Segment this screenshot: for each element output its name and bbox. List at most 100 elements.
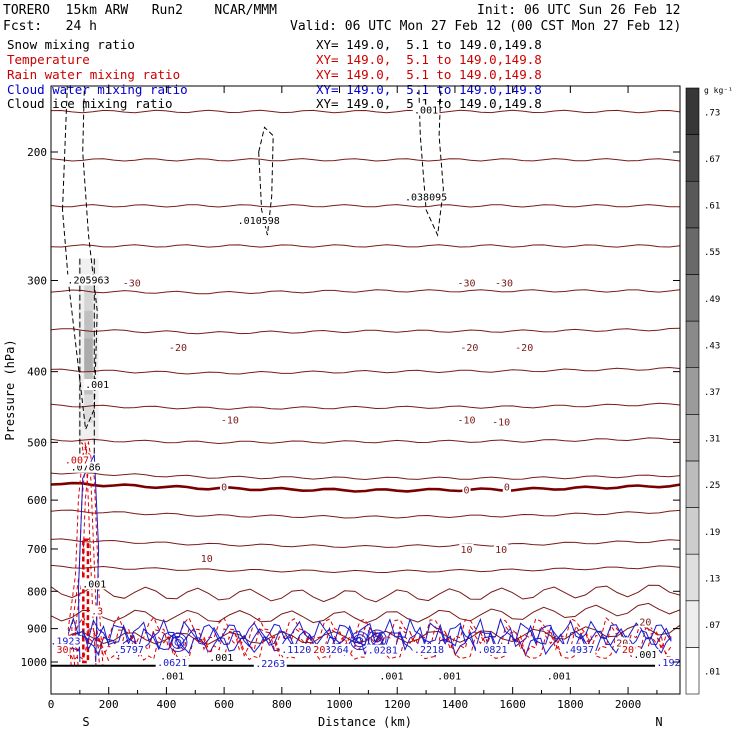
- temperature-contour: [51, 402, 680, 410]
- cloud-water-ring: [356, 637, 364, 645]
- colorbar-segment: [685, 180, 700, 229]
- extremum-label: .001: [209, 653, 233, 664]
- temperature-contour-label: -30: [123, 279, 141, 290]
- temperature-contour: [51, 204, 680, 208]
- cloud-water-ring: [168, 632, 188, 652]
- init-time: Init: 06 UTC Sun 26 Feb 12: [477, 3, 681, 18]
- colorbar-unit: g kg⁻¹: [704, 86, 733, 95]
- temperature-contour: [51, 437, 680, 445]
- extremum-label: .001: [82, 579, 106, 590]
- cloud-water-ring: [373, 635, 381, 643]
- temperature-contour: [51, 471, 680, 481]
- temperature-contour: [51, 327, 680, 335]
- temperature-contour-label: -10: [492, 417, 510, 428]
- cloud-water-contour: [67, 616, 672, 647]
- y-tick-label: 300: [27, 274, 47, 287]
- y-tick-label: 800: [27, 585, 47, 598]
- rain-core-contour: [82, 538, 90, 664]
- north-end-label: N: [655, 715, 662, 729]
- cloud-water-ring: [353, 634, 367, 648]
- extremum-label: .192: [656, 658, 680, 669]
- extremum-label: .001: [633, 650, 657, 661]
- colorbar-segment: [685, 274, 700, 322]
- colorbar-segment: [685, 227, 700, 275]
- temperature-contour-label: 0: [221, 483, 227, 494]
- extremum-label: .001: [85, 380, 109, 391]
- extremum-label: .4937: [564, 645, 594, 656]
- temperature-contour: [51, 22, 680, 24]
- colorbar-tick-label: .49: [704, 295, 720, 305]
- temperature-contour-label: 10: [460, 545, 472, 556]
- colorbar-tick-label: .55: [704, 248, 720, 258]
- legend-cloud-ice-range: XY= 149.0, 5.1 to 149.0,149.8: [316, 96, 542, 111]
- cloud-water-contour: [77, 454, 100, 663]
- x-axis-label: Distance (km): [318, 715, 412, 729]
- rain-contour: [68, 615, 672, 652]
- x-tick-label: 400: [156, 698, 176, 711]
- extremum-label: .0786: [71, 463, 101, 474]
- colorbar-tick-label: .73: [704, 108, 720, 118]
- x-tick-label: 1000: [326, 698, 353, 711]
- extremum-label: .2263: [255, 659, 285, 670]
- colorbar-segment: [685, 87, 700, 135]
- temperature-contour: [51, 538, 680, 548]
- x-tick-label: 1600: [499, 698, 526, 711]
- y-tick-label: 700: [27, 543, 47, 556]
- colorbar-segment: [685, 460, 700, 508]
- legend-snow-name: Snow mixing ratio: [7, 37, 135, 52]
- temperature-contour-label: 0: [463, 485, 469, 496]
- colorbar-tick-label: .31: [704, 435, 720, 445]
- rain-contour: [67, 624, 672, 658]
- plot-frame: [50, 85, 681, 695]
- legend-snow-range: XY= 149.0, 5.1 to 149.0,149.8: [316, 37, 542, 52]
- extremum-label: .0621: [157, 658, 187, 669]
- extremum-label: .0013: [651, 73, 681, 84]
- extremum-label: .001: [160, 671, 184, 682]
- cloud-ice-contour: [418, 86, 444, 237]
- y-axis-label: Pressure (hPa): [3, 339, 17, 440]
- extremum-label: .2218: [414, 645, 444, 656]
- forecast-hour: Fcst: 24 h: [3, 19, 97, 34]
- model-title: TORERO 15km ARW Run2 NCAR/MMM: [3, 3, 277, 18]
- legend-rain-range: XY= 149.0, 5.1 to 149.0,149.8: [316, 67, 542, 82]
- extremum-label: .3264: [319, 645, 349, 656]
- temperature-contour: [51, 109, 680, 114]
- temperature-contour: [51, 564, 680, 574]
- y-tick-label: 600: [27, 494, 47, 507]
- valid-time: Valid: 06 UTC Mon 27 Feb 12 (00 CST Mon …: [290, 19, 682, 34]
- colorbar-tick-label: .01: [704, 668, 720, 678]
- snow-contour: [79, 258, 95, 455]
- extremum-label: .001: [414, 106, 438, 117]
- temperature-contour-label: -30: [495, 279, 513, 290]
- temperature-contour-label: -20: [460, 343, 478, 354]
- colorbar-segment: [685, 553, 700, 602]
- extremum-label: .001105: [541, 46, 583, 57]
- cloud-water-ring: [174, 638, 182, 646]
- snow-shading-halo: [78, 258, 99, 443]
- legend-rain-name: Rain water mixing ratio: [7, 67, 181, 82]
- colorbar-tick-label: .25: [704, 481, 720, 491]
- extremum-label: .1923: [50, 637, 80, 648]
- temperature-contour: [51, 289, 680, 295]
- cloud-ice-contour: [258, 126, 274, 236]
- colorbar-segment: [685, 320, 700, 368]
- x-tick-label: 1400: [442, 698, 469, 711]
- y-tick-label: 400: [27, 366, 47, 379]
- temperature-contour: [51, 158, 680, 162]
- colorbar-tick-label: .37: [704, 388, 720, 398]
- colorbar-segment: [685, 507, 700, 555]
- cloud-water-ring: [171, 635, 185, 649]
- colorbar-tick-label: .13: [704, 574, 720, 584]
- colorbar-segment: [685, 367, 700, 415]
- colorbar-segment: [685, 647, 700, 695]
- x-tick-label: 2000: [615, 698, 642, 711]
- extremum-label: .3: [91, 607, 103, 618]
- colorbar-segment: [685, 134, 700, 182]
- temperature-contour-label: 0: [504, 483, 510, 494]
- colorbar-tick-label: .61: [704, 202, 720, 212]
- x-tick-label: 0: [48, 698, 55, 711]
- extremum-label: .001: [437, 671, 461, 682]
- temperature-contour: [51, 66, 680, 68]
- colorbar-segment: [685, 414, 700, 462]
- x-tick-label: 1800: [557, 698, 584, 711]
